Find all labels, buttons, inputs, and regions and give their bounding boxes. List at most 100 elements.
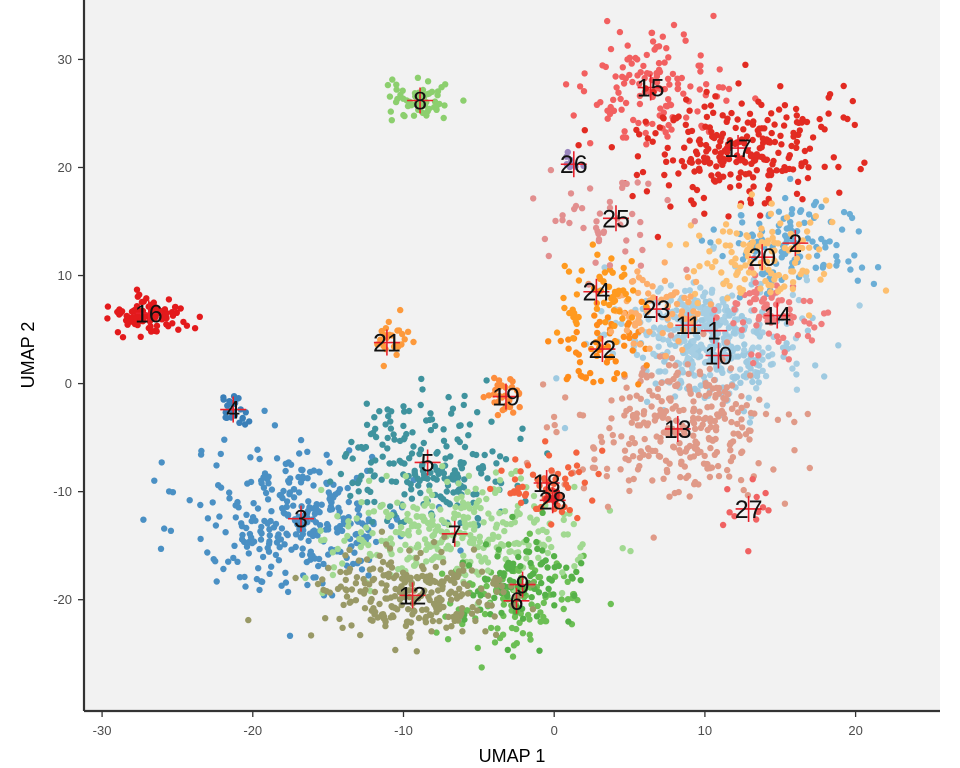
data-point: [719, 112, 726, 119]
data-point: [454, 573, 461, 581]
data-point: [565, 618, 572, 625]
data-point: [804, 235, 811, 242]
data-point: [690, 200, 697, 208]
data-point: [443, 443, 450, 450]
data-point: [592, 339, 600, 346]
data-point: [575, 367, 582, 375]
data-point: [392, 478, 400, 485]
data-point: [265, 540, 273, 547]
data-point: [150, 299, 157, 306]
data-point: [768, 129, 775, 137]
data-point: [177, 305, 184, 312]
data-point: [603, 465, 611, 472]
data-point: [352, 597, 360, 604]
cluster-label: 16: [135, 300, 163, 328]
data-point: [459, 628, 466, 635]
data-point: [727, 184, 734, 191]
data-point: [791, 418, 798, 426]
data-point: [464, 501, 472, 508]
data-point: [345, 498, 352, 506]
data-point: [595, 237, 603, 245]
data-point: [530, 195, 537, 202]
data-point: [737, 476, 745, 484]
cluster-label: 23: [643, 296, 671, 324]
data-point: [629, 192, 636, 200]
data-point: [724, 295, 731, 302]
data-point: [803, 228, 811, 235]
data-point: [578, 205, 586, 212]
data-point: [475, 497, 483, 504]
data-point: [460, 459, 467, 467]
data-point: [845, 258, 852, 265]
data-point: [493, 460, 500, 467]
data-point: [253, 575, 261, 583]
data-point: [799, 268, 806, 275]
data-point: [243, 543, 251, 550]
data-point: [674, 85, 681, 93]
data-point: [781, 164, 789, 171]
data-point: [708, 172, 715, 179]
data-point: [386, 503, 394, 510]
data-point: [587, 369, 594, 377]
data-point: [578, 267, 585, 274]
data-point: [667, 203, 674, 210]
data-point: [436, 617, 443, 625]
data-point: [781, 349, 788, 356]
data-point: [643, 422, 651, 429]
data-point: [744, 119, 751, 126]
data-point: [410, 443, 417, 450]
data-point: [249, 539, 256, 547]
data-point: [232, 514, 239, 521]
data-point: [136, 307, 143, 314]
data-point: [750, 118, 757, 125]
data-point: [325, 564, 332, 572]
data-point: [636, 100, 644, 108]
data-point: [778, 141, 785, 148]
data-point: [545, 252, 552, 260]
data-point: [861, 159, 868, 166]
data-point: [344, 484, 351, 492]
data-point: [805, 211, 813, 218]
data-point: [737, 366, 744, 373]
data-point: [216, 513, 223, 520]
data-point: [599, 447, 606, 454]
data-point: [348, 438, 355, 446]
data-point: [445, 590, 453, 598]
data-point: [702, 414, 709, 422]
data-point: [222, 529, 229, 536]
data-point: [470, 508, 478, 516]
data-point: [533, 516, 540, 523]
data-point: [744, 147, 751, 154]
data-point: [460, 552, 467, 559]
data-point: [731, 325, 739, 332]
data-point: [829, 218, 836, 226]
data-point: [785, 299, 793, 306]
data-point: [145, 324, 152, 332]
data-point: [664, 378, 671, 385]
data-point: [535, 528, 542, 535]
data-point: [607, 600, 614, 608]
data-point: [490, 580, 497, 587]
data-point: [474, 409, 481, 416]
data-point: [626, 405, 633, 412]
data-point: [790, 129, 797, 137]
data-point: [675, 338, 682, 345]
data-point: [304, 448, 311, 455]
data-point: [499, 406, 506, 414]
data-point: [767, 289, 774, 296]
data-point: [542, 591, 549, 598]
data-point: [209, 499, 216, 506]
data-point: [329, 571, 337, 579]
data-point: [690, 453, 698, 460]
data-point: [543, 424, 551, 431]
data-point: [818, 320, 825, 328]
data-point: [548, 521, 555, 528]
data-point: [687, 293, 694, 300]
data-point: [409, 611, 416, 618]
data-point: [678, 74, 685, 82]
data-point: [466, 539, 474, 546]
data-point: [411, 471, 419, 478]
data-point: [217, 450, 224, 458]
data-point: [727, 171, 734, 178]
data-point: [388, 523, 395, 530]
